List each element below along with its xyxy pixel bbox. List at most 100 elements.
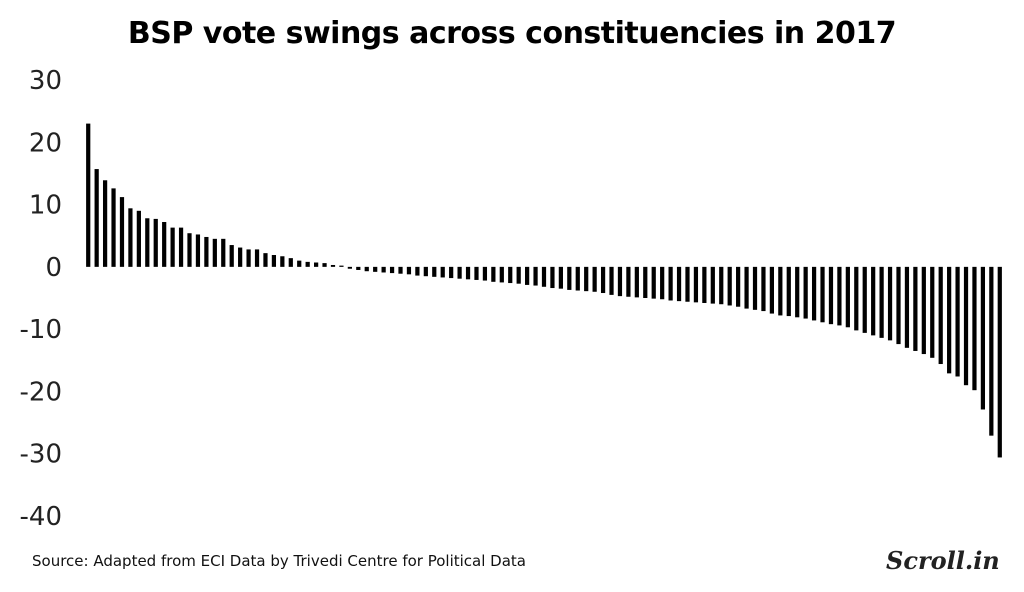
- scroll-in-logo[interactable]: Scroll.in: [886, 546, 1000, 575]
- y-tick-label: -20: [20, 377, 62, 407]
- bar: [364, 266, 369, 272]
- bar: [119, 197, 125, 267]
- bar: [980, 266, 986, 410]
- bar: [550, 266, 555, 289]
- bar: [719, 266, 724, 305]
- y-tick-label: 0: [45, 253, 62, 283]
- bar: [963, 266, 969, 386]
- bar: [525, 266, 530, 285]
- bar-series: [86, 123, 1002, 458]
- bar: [508, 266, 513, 284]
- bar: [845, 266, 850, 328]
- bar: [432, 266, 437, 277]
- bar: [997, 266, 1002, 458]
- bar: [778, 266, 783, 316]
- bar: [854, 266, 859, 331]
- bar: [955, 266, 960, 377]
- bar: [660, 266, 665, 300]
- bar: [972, 266, 977, 391]
- bar: [584, 266, 589, 292]
- bar: [786, 266, 791, 317]
- bar: [693, 266, 699, 303]
- bar: [499, 266, 504, 283]
- bar: [921, 266, 926, 355]
- bar: [128, 208, 133, 267]
- bar: [752, 266, 758, 310]
- y-tick-label: 20: [29, 128, 62, 158]
- bar: [820, 266, 825, 323]
- bar: [280, 256, 285, 267]
- bar: [871, 266, 876, 336]
- bar: [381, 266, 386, 273]
- bar: [930, 266, 935, 358]
- bar: [297, 260, 302, 267]
- bar: [913, 266, 918, 351]
- bar: [651, 266, 656, 299]
- bar: [803, 266, 808, 319]
- y-tick-label: -40: [20, 502, 62, 532]
- bar: [710, 266, 715, 304]
- bar: [389, 266, 395, 274]
- bar: [187, 233, 192, 267]
- bar: [170, 227, 175, 267]
- bar: [862, 266, 867, 333]
- bar: [86, 123, 91, 267]
- bar: [634, 266, 639, 298]
- bar: [406, 266, 412, 275]
- bar: [904, 266, 910, 348]
- source-note: Source: Adapted from ECI Data by Trivedi…: [32, 552, 526, 570]
- y-tick-label: -30: [20, 440, 62, 470]
- bar: [347, 266, 352, 269]
- bar: [575, 266, 580, 291]
- bar: [162, 222, 167, 267]
- bar: [415, 266, 420, 276]
- bar: [567, 266, 572, 290]
- bar: [204, 236, 209, 267]
- bar: [339, 265, 344, 267]
- bar: [541, 266, 547, 287]
- bar: [111, 188, 116, 267]
- bar: [736, 266, 741, 307]
- bar: [989, 266, 994, 436]
- bar: [136, 210, 141, 267]
- y-axis-tick-labels: 30 20 10 0 -10 -20 -30 -40: [20, 66, 62, 532]
- bar: [94, 169, 99, 267]
- bar: [702, 266, 707, 303]
- bar: [465, 266, 471, 280]
- bar: [373, 266, 378, 272]
- bar: [668, 266, 673, 301]
- bar: [254, 249, 260, 267]
- bar: [423, 266, 428, 277]
- bar: [938, 266, 943, 365]
- bar: [322, 263, 327, 267]
- bar: [482, 266, 488, 281]
- bar: [221, 238, 226, 267]
- bar: [617, 266, 623, 297]
- bar: [533, 266, 538, 286]
- bar: [609, 266, 614, 295]
- bar: [153, 218, 158, 267]
- bar: [305, 261, 310, 267]
- bar: [314, 262, 319, 267]
- bar: [440, 266, 445, 278]
- bar: [449, 266, 454, 279]
- bar: [769, 266, 774, 314]
- bar: [685, 266, 690, 302]
- bar: [474, 266, 479, 280]
- bar: [761, 266, 766, 312]
- bar: [516, 266, 521, 284]
- bar: [145, 218, 150, 267]
- bar: [457, 266, 462, 279]
- bar: [947, 266, 952, 374]
- bar: [330, 264, 336, 267]
- bar: [592, 266, 597, 292]
- bar: [837, 266, 842, 326]
- bar: [795, 266, 800, 318]
- bar: [263, 253, 268, 267]
- bar: [828, 266, 834, 325]
- bar: [600, 266, 606, 294]
- bar: [887, 266, 893, 341]
- bar: [398, 266, 403, 274]
- bar: [896, 266, 901, 345]
